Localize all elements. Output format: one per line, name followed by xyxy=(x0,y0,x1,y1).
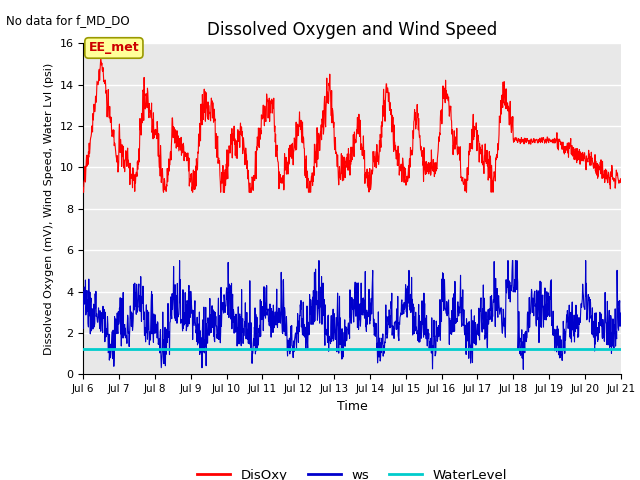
Text: EE_met: EE_met xyxy=(88,41,140,55)
DisOxy xyxy=(80,189,88,195)
DisOxy xyxy=(554,146,561,152)
ws xyxy=(199,348,207,354)
DisOxy xyxy=(97,55,104,60)
DisOxy xyxy=(79,185,87,191)
Title: Dissolved Oxygen and Wind Speed: Dissolved Oxygen and Wind Speed xyxy=(207,21,497,39)
Text: No data for f_MD_DO: No data for f_MD_DO xyxy=(6,14,130,27)
ws xyxy=(436,331,444,336)
DisOxy xyxy=(436,132,444,138)
ws xyxy=(617,312,625,318)
DisOxy xyxy=(617,176,625,181)
DisOxy xyxy=(260,115,268,120)
ws xyxy=(186,307,194,312)
ws xyxy=(176,258,184,264)
ws xyxy=(520,366,527,372)
ws xyxy=(79,325,87,331)
X-axis label: Time: Time xyxy=(337,400,367,413)
Line: DisOxy: DisOxy xyxy=(83,58,621,192)
DisOxy xyxy=(187,179,195,185)
DisOxy xyxy=(200,102,207,108)
ws xyxy=(506,279,514,285)
DisOxy xyxy=(506,98,514,104)
Line: ws: ws xyxy=(83,261,621,369)
Legend: DisOxy, ws, WaterLevel: DisOxy, ws, WaterLevel xyxy=(192,464,512,480)
ws xyxy=(554,342,561,348)
Y-axis label: Dissolved Oxygen (mV), Wind Speed, Water Lvl (psi): Dissolved Oxygen (mV), Wind Speed, Water… xyxy=(44,63,54,355)
ws xyxy=(259,328,267,334)
